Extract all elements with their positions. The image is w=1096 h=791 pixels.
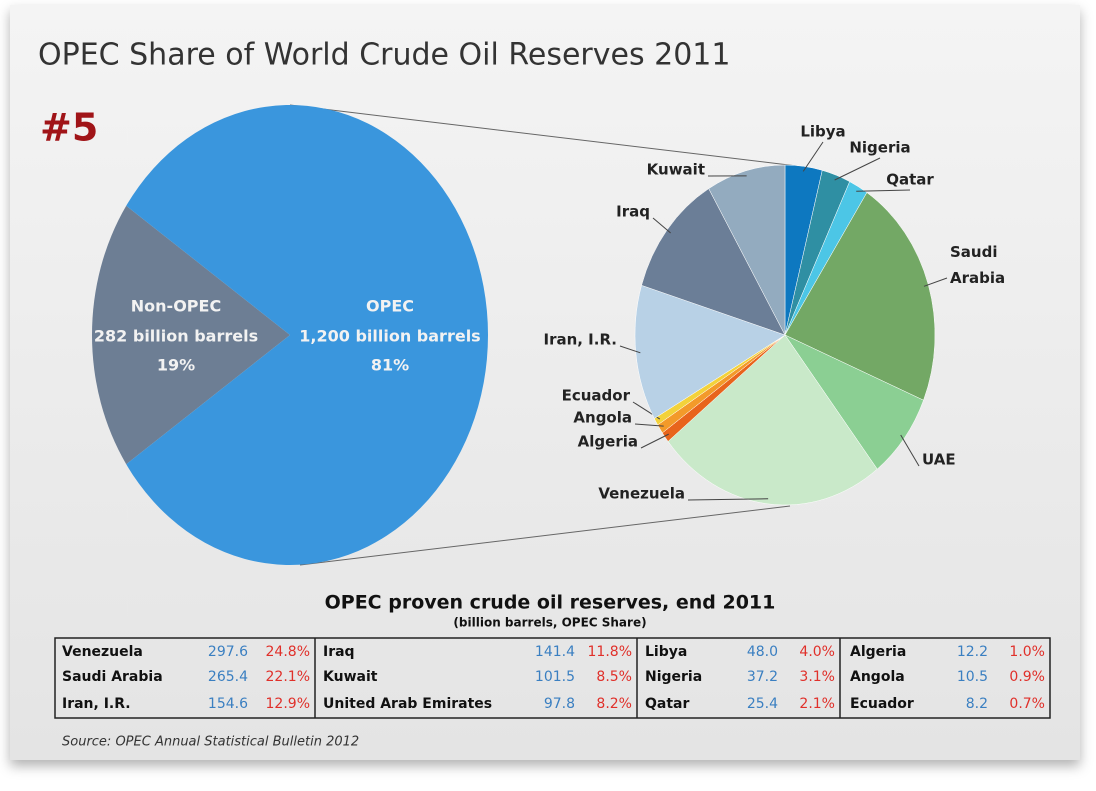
reserves-value: 10.5: [957, 669, 988, 685]
leader-line: [923, 277, 948, 287]
slice-label: Non-OPEC: [131, 297, 221, 316]
country-name: Iraq: [323, 644, 355, 660]
reserves-value: 154.6: [208, 696, 248, 712]
slice-amount: 282 billion barrels: [94, 327, 258, 346]
share-value: 22.1%: [266, 669, 310, 685]
pie-slice: [634, 284, 786, 419]
share-value: 8.2%: [596, 696, 632, 712]
table-subtitle: (billion barrels, OPEC Share): [453, 616, 646, 630]
reserves-value: 12.2: [957, 644, 988, 660]
country-name: Ecuador: [850, 696, 914, 712]
leader-line: [640, 433, 669, 449]
slice-label: Iran, I.R.: [543, 331, 617, 349]
leader-line: [834, 157, 881, 181]
share-value: 1.0%: [1009, 644, 1045, 660]
share-value: 2.1%: [799, 696, 835, 712]
reserves-value: 297.6: [208, 644, 248, 660]
country-name: Iran, I.R.: [62, 696, 131, 712]
country-name: United Arab Emirates: [323, 696, 492, 712]
connector: [289, 104, 798, 167]
chart-title: OPEC Share of World Crude Oil Reserves 2…: [38, 38, 730, 73]
slice-label: Libya: [800, 123, 845, 141]
slice-label: Venezuela: [598, 485, 685, 503]
main-pie: Non-OPEC 282 billion barrels 19% OPEC 1,200 …: [92, 104, 489, 565]
share-value: 11.8%: [588, 644, 632, 660]
reserves-value: 97.8: [544, 696, 575, 712]
slice-value: 81%: [371, 356, 409, 375]
table-border: [54, 637, 1051, 719]
table-title: OPEC proven crude oil reserves, end 2011: [325, 592, 776, 614]
leader-line: [856, 189, 911, 192]
pie-slice: [784, 334, 924, 470]
pie-slice: [92, 205, 290, 465]
leader-line: [634, 423, 664, 427]
reserves-value: 265.4: [208, 669, 248, 685]
share-value: 3.1%: [799, 669, 835, 685]
slice-label: Saudi Arabia: [950, 243, 1005, 287]
slice-label: Ecuador: [562, 387, 631, 405]
country-name: Algeria: [850, 644, 906, 660]
slice-value: 19%: [157, 356, 195, 375]
reserves-value: 48.0: [747, 644, 778, 660]
pie-slice: [667, 334, 878, 506]
slice-label: Nigeria: [849, 139, 910, 157]
reserves-value: 101.5: [535, 669, 575, 685]
table: Venezuela 297.6 24.8% Saudi Arabia 265.4 22.1…: [62, 638, 1045, 718]
leader-line: [619, 345, 641, 354]
country-name: Venezuela: [62, 644, 143, 660]
country-name: Qatar: [645, 696, 689, 712]
reserves-value: 141.4: [535, 644, 575, 660]
share-value: 24.8%: [266, 644, 310, 660]
share-value: 8.5%: [596, 669, 632, 685]
leader-line: [802, 141, 824, 172]
country-name: Libya: [645, 644, 687, 660]
share-value: 4.0%: [799, 644, 835, 660]
slice-label: Angola: [573, 409, 632, 427]
slice-label: OPEC: [366, 297, 414, 316]
country-name: Nigeria: [645, 669, 702, 685]
reserves-value: 8.2: [966, 696, 988, 712]
reserves-value: 37.2: [747, 669, 778, 685]
share-value: 12.9%: [266, 696, 310, 712]
leader-line: [652, 217, 671, 234]
share-value: 0.7%: [1009, 696, 1045, 712]
source: Source: OPEC Annual Statistical Bulletin…: [62, 735, 359, 750]
annotation: #5: [40, 106, 98, 150]
slice-label: Iraq: [616, 203, 650, 221]
connector: [299, 505, 791, 566]
slice-label: UAE: [922, 451, 956, 469]
country-name: Saudi Arabia: [62, 669, 163, 685]
share-value: 0.9%: [1009, 669, 1045, 685]
leader-line: [687, 498, 769, 501]
country-name: Angola: [850, 669, 905, 685]
slice-label: Kuwait: [647, 161, 705, 179]
slice-amount: 1,200 billion barrels: [299, 327, 480, 346]
slice-label: Algeria: [578, 433, 638, 451]
country-name: Kuwait: [323, 669, 378, 685]
pie-slice: [708, 164, 786, 336]
leader-line: [900, 434, 920, 467]
reserves-value: 25.4: [747, 696, 778, 712]
slice-label: Qatar: [886, 171, 934, 189]
pie-slice: [126, 104, 489, 565]
